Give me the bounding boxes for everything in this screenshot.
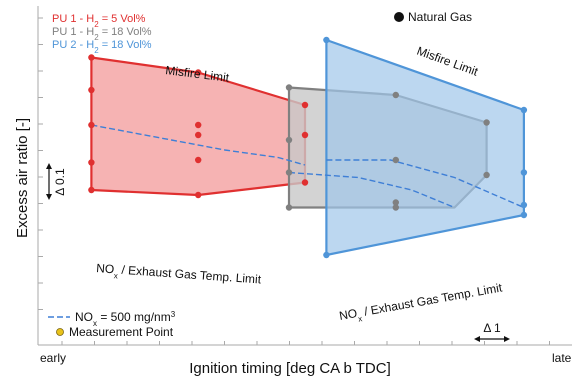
point-pu1-5 <box>195 121 202 129</box>
points <box>88 36 528 259</box>
legend-natural-gas-marker <box>394 12 404 22</box>
point-pu1-5 <box>195 191 202 199</box>
point-pu1-5 <box>195 69 202 76</box>
delta-y-marker: Δ 0.1 <box>46 163 67 200</box>
point-pu2-18 <box>323 36 330 44</box>
nox-limit-right: NOx / Exhaust Gas Temp. Limit <box>338 280 504 326</box>
point-pu1-18 <box>285 84 293 91</box>
nox-line-pu1-5 <box>91 124 306 166</box>
point-pu2-18 <box>323 251 330 259</box>
legend-entry-pu1-18: PU 1 - H2 = 18 Vol% <box>52 26 152 42</box>
nox-line-pu1-18 <box>288 171 455 209</box>
legend-entry-pu1-5: PU 1 - H2 = 5 Vol% <box>52 13 146 29</box>
x-ticks <box>61 341 550 345</box>
point-pu1-5 <box>88 54 95 61</box>
delta-x-marker: Δ 1 <box>474 321 510 342</box>
x-tick-early: early <box>40 351 66 365</box>
delta-y-label: Δ 0.1 <box>53 168 67 196</box>
point-pu2-18 <box>520 169 528 176</box>
misfire-limit-right: Misfire Limit <box>415 44 481 79</box>
delta-x-label: Δ 1 <box>483 321 501 335</box>
point-pu1-5 <box>88 121 95 129</box>
nox-lines <box>91 124 525 209</box>
nox-limit-left: NOx / Exhaust Gas Temp. Limit <box>96 261 263 290</box>
point-pu2-18 <box>520 211 528 219</box>
y-ticks <box>38 17 43 310</box>
point-pu1-5 <box>88 186 95 194</box>
point-pu1-18 <box>285 136 293 144</box>
point-pu1-18 <box>392 156 399 164</box>
legend-natural-gas-label: Natural Gas <box>408 10 472 24</box>
point-pu1-5 <box>88 86 95 94</box>
point-pu2-18 <box>520 106 528 114</box>
legend-measurement-point-marker <box>56 328 64 336</box>
nox-line-pu2-18 <box>326 159 525 209</box>
point-pu1-5 <box>301 101 309 109</box>
point-pu1-5 <box>301 131 309 139</box>
point-pu1-5 <box>88 159 95 166</box>
x-axis-title: Ignition timing [deg CA b TDC] <box>189 360 391 377</box>
legend-nox-line-label: NOx = 500 mg/nm3 <box>75 310 176 328</box>
point-pu1-18 <box>483 171 490 179</box>
legend-measurement-point-label: Measurement Point <box>69 325 174 339</box>
point-pu1-5 <box>195 131 202 139</box>
point-pu1-18 <box>392 91 399 99</box>
point-pu1-18 <box>285 169 293 176</box>
region-pu2-18 <box>325 38 526 257</box>
point-pu1-5 <box>195 156 202 164</box>
legend-lower: NOx = 500 mg/nm3 Measurement Point <box>48 310 176 339</box>
point-pu1-18 <box>483 119 490 126</box>
point-pu1-5 <box>301 179 309 186</box>
point-pu1-18 <box>285 204 293 211</box>
y-axis-title: Excess air ratio [-] <box>14 118 31 238</box>
legend: PU 1 - H2 = 5 Vol% PU 1 - H2 = 18 Vol% P… <box>52 10 472 55</box>
point-pu1-18 <box>392 204 399 211</box>
point-pu2-18 <box>520 201 528 209</box>
point-pu1-18 <box>392 199 399 206</box>
x-tick-late: late <box>552 351 572 365</box>
legend-entry-pu2-18: PU 2 - H2 = 18 Vol% <box>52 39 152 55</box>
